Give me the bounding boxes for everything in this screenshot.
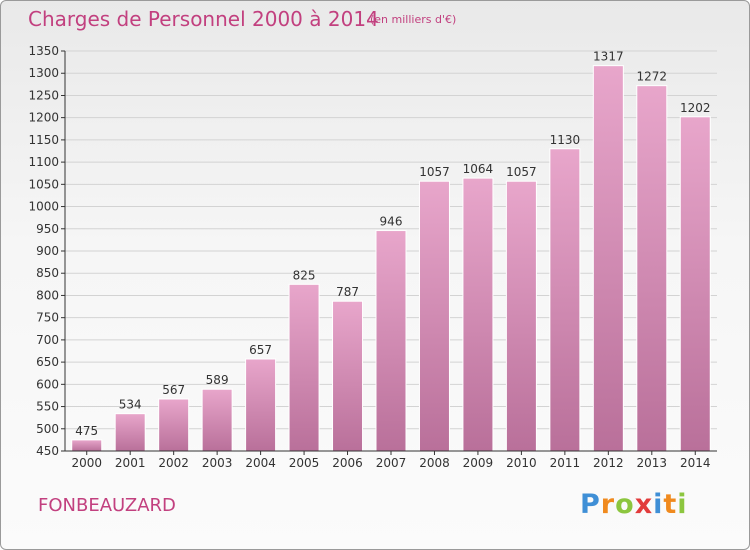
logo-letter: o (615, 489, 635, 520)
proxiti-logo: Proxiti (580, 489, 688, 520)
bar (375, 230, 407, 452)
x-tick-label: 2001 (115, 456, 146, 470)
y-tick-label: 500 (36, 422, 59, 436)
bar (462, 177, 494, 452)
bar-value-label: 567 (162, 383, 185, 397)
bar-value-label: 1057 (506, 165, 537, 179)
bar (332, 300, 364, 452)
logo-letter: i (677, 489, 688, 520)
x-tick-label: 2005 (289, 456, 320, 470)
x-tick-label: 2000 (71, 456, 102, 470)
bar (201, 388, 233, 452)
y-tick-label: 850 (36, 266, 59, 280)
bar-value-label: 1317 (593, 50, 624, 64)
y-tick-label: 1150 (28, 133, 59, 147)
y-tick-label: 600 (36, 377, 59, 391)
bar-value-label: 1130 (550, 133, 581, 147)
y-tick-label: 950 (36, 222, 59, 236)
bar (679, 116, 711, 452)
x-tick-label: 2009 (463, 456, 494, 470)
bar-value-label: 589 (206, 373, 229, 387)
logo-letter: i (653, 489, 664, 520)
y-tick-label: 450 (36, 444, 59, 458)
x-tick-label: 2011 (550, 456, 581, 470)
y-tick-label: 650 (36, 355, 59, 369)
logo-letter: r (600, 489, 616, 520)
bar-value-label: 946 (380, 215, 403, 229)
y-tick-label: 800 (36, 288, 59, 302)
x-tick-label: 2003 (202, 456, 233, 470)
bar (71, 439, 103, 452)
bar-value-label: 787 (336, 285, 359, 299)
chart-subtitle: (en milliers d'€) (370, 13, 457, 26)
bar (418, 180, 450, 452)
x-tick-label: 2008 (419, 456, 450, 470)
bar (288, 283, 320, 452)
y-tick-label: 1300 (28, 66, 59, 80)
y-tick-label: 550 (36, 400, 59, 414)
bar (592, 65, 624, 452)
bar-value-label: 825 (293, 268, 316, 282)
bar (114, 413, 146, 452)
y-tick-label: 1100 (28, 155, 59, 169)
bar (505, 180, 537, 452)
bar-value-label: 1202 (680, 101, 711, 115)
y-tick-label: 1350 (28, 44, 59, 58)
x-tick-label: 2007 (376, 456, 407, 470)
bar-value-label: 1057 (419, 165, 450, 179)
labels: 450 500 550 600 650 700 750 800 850 900 950 1000 105… (28, 44, 710, 470)
x-tick-label: 2014 (680, 456, 711, 470)
chart-title: Charges de Personnel 2000 à 2014 (28, 7, 379, 31)
axes (61, 50, 717, 455)
bar (158, 398, 190, 452)
location-name: FONBEAUZARD (38, 495, 176, 516)
x-tick-label: 2004 (245, 456, 276, 470)
bar (245, 358, 277, 452)
bar (549, 148, 581, 452)
logo-letter: P (580, 489, 601, 520)
x-tick-label: 2002 (158, 456, 189, 470)
y-tick-label: 1050 (28, 177, 59, 191)
bar-value-label: 475 (75, 424, 98, 438)
logo-letter: t (663, 489, 678, 520)
y-tick-label: 750 (36, 311, 59, 325)
x-tick-label: 2010 (506, 456, 537, 470)
y-tick-label: 700 (36, 333, 59, 347)
bar-value-label: 1272 (637, 70, 668, 84)
y-tick-label: 900 (36, 244, 59, 258)
x-tick-label: 2013 (637, 456, 668, 470)
x-tick-label: 2006 (332, 456, 363, 470)
bars (71, 65, 711, 452)
x-tick-label: 2012 (593, 456, 624, 470)
bar-value-label: 1064 (463, 162, 494, 176)
y-tick-label: 1250 (28, 88, 59, 102)
bar-value-label: 534 (119, 398, 142, 412)
y-tick-label: 1200 (28, 111, 59, 125)
logo-letter: x (634, 489, 654, 520)
bar-value-label: 657 (249, 343, 272, 357)
bar (636, 85, 668, 452)
y-tick-label: 1000 (28, 200, 59, 214)
